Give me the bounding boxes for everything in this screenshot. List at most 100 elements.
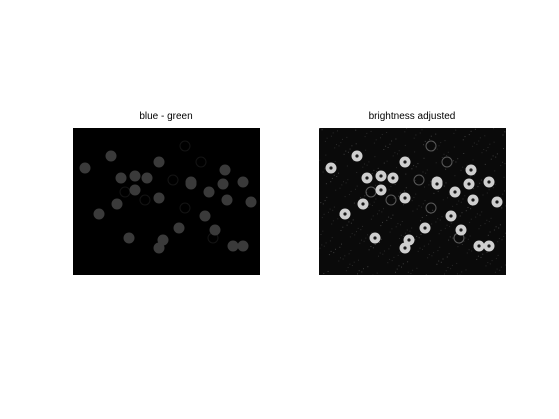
noise-pixel: [368, 249, 370, 251]
noise-pixel: [342, 226, 344, 228]
noise-pixel: [430, 135, 432, 137]
noise-pixel: [395, 271, 396, 273]
noise-pixel: [450, 222, 452, 224]
noise-pixel: [353, 261, 355, 263]
noise-pixel: [461, 212, 463, 214]
noise-pixel: [367, 234, 369, 236]
noise-pixel: [346, 136, 348, 138]
noise-pixel: [472, 145, 474, 147]
noise-pixel: [464, 167, 466, 169]
noise-pixel: [334, 161, 336, 162]
noise-pixel: [404, 144, 406, 146]
noise-pixel: [365, 149, 367, 151]
noise-pixel: [504, 131, 506, 133]
panel-title-brightness-adjusted: brightness adjusted: [368, 111, 456, 122]
noise-pixel: [322, 230, 324, 232]
noise-pixel: [319, 159, 321, 161]
object-center-spot: [365, 176, 369, 180]
noise-pixel: [366, 192, 368, 193]
object-center-spot: [343, 212, 347, 216]
noise-pixel: [413, 196, 415, 198]
noise-pixel: [422, 171, 424, 173]
noise-pixel: [412, 210, 414, 212]
noise-pixel: [476, 258, 478, 260]
noise-pixel: [371, 232, 373, 234]
noise-pixel: [489, 143, 491, 145]
round-object: [123, 232, 135, 244]
noise-pixel: [420, 220, 421, 222]
noise-pixel: [464, 195, 466, 197]
noise-pixel: [448, 239, 450, 241]
noise-pixel: [381, 211, 383, 213]
noise-pixel: [412, 269, 414, 271]
noise-pixel: [432, 209, 434, 211]
noise-pixel: [427, 257, 429, 259]
faint-ring: [425, 140, 437, 152]
noise-pixel: [451, 264, 453, 266]
noise-pixel: [462, 139, 464, 141]
noise-pixel: [469, 176, 471, 178]
noise-pixel: [440, 261, 442, 263]
noise-pixel: [383, 162, 385, 164]
noise-pixel: [355, 143, 357, 145]
object-center-spot: [403, 160, 407, 164]
object-center-spot: [355, 154, 359, 158]
noise-pixel: [418, 237, 420, 239]
noise-pixel: [478, 140, 480, 142]
noise-pixel: [489, 231, 491, 233]
noise-pixel: [465, 210, 467, 212]
image-brightness-adjusted: [319, 128, 506, 275]
faint-ring: [413, 174, 425, 186]
noise-pixel: [346, 165, 348, 167]
noise-pixel: [367, 266, 369, 268]
noise-pixel: [472, 159, 474, 161]
noise-pixel: [373, 201, 375, 203]
noise-pixel: [433, 192, 435, 194]
noise-pixel: [354, 234, 356, 236]
noise-pixel: [400, 234, 402, 236]
noise-pixel: [343, 181, 344, 183]
noise-pixel: [364, 163, 365, 165]
noise-pixel: [466, 164, 468, 166]
noise-pixel: [443, 185, 445, 187]
noise-pixel: [489, 263, 491, 265]
noise-pixel: [347, 151, 349, 153]
noise-pixel: [331, 223, 333, 225]
noise-pixel: [393, 197, 395, 199]
noise-pixel: [486, 219, 488, 221]
noise-pixel: [363, 268, 364, 270]
noise-pixel: [369, 203, 371, 205]
noise-pixel: [381, 134, 383, 135]
noise-pixel: [319, 247, 321, 249]
noise-pixel: [447, 151, 449, 153]
noise-pixel: [476, 213, 478, 215]
noise-pixel: [484, 135, 486, 137]
noise-pixel: [323, 245, 325, 247]
noise-pixel: [364, 195, 366, 197]
round-object: [93, 208, 105, 220]
noise-pixel: [400, 224, 401, 226]
noise-pixel: [418, 205, 420, 207]
noise-pixel: [396, 167, 397, 169]
noise-pixel: [320, 202, 322, 204]
noise-pixel: [470, 208, 472, 210]
noise-pixel: [468, 249, 470, 251]
noise-pixel: [429, 240, 431, 242]
round-object: [129, 170, 141, 182]
noise-pixel: [385, 145, 387, 147]
noise-pixel: [358, 259, 359, 261]
noise-pixel: [453, 146, 455, 148]
noise-pixel: [356, 231, 357, 233]
noise-pixel: [386, 160, 388, 162]
faint-ring: [179, 140, 191, 152]
noise-pixel: [424, 140, 426, 142]
noise-pixel: [331, 178, 333, 179]
noise-pixel: [446, 155, 448, 156]
noise-pixel: [399, 251, 401, 253]
noise-pixel: [437, 190, 439, 192]
noise-pixel: [378, 255, 379, 257]
noise-pixel: [370, 130, 372, 132]
noise-pixel: [337, 218, 339, 220]
noise-pixel: [449, 236, 451, 238]
noise-pixel: [444, 140, 446, 142]
